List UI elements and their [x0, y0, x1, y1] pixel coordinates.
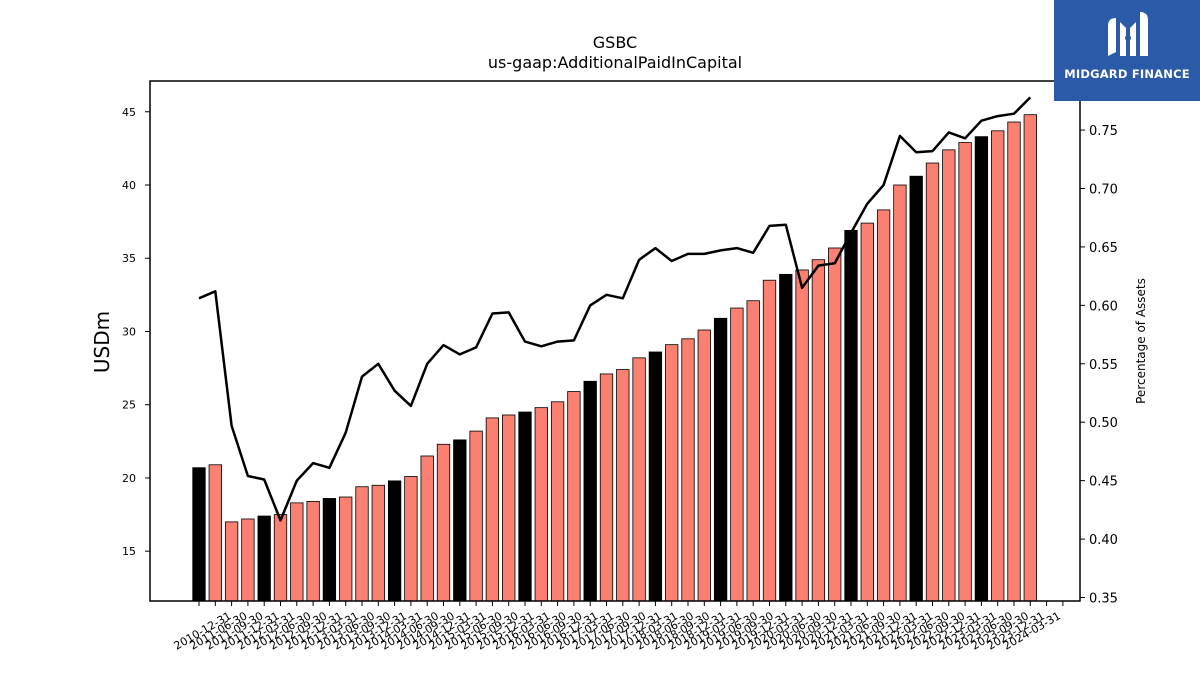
y2-tick-label: 0.60	[1089, 299, 1118, 314]
bar-2015-12-31	[518, 411, 532, 602]
bar-2019-09-30	[762, 279, 777, 602]
bar-2022-09-30	[958, 142, 972, 602]
bar-2021-12-31	[909, 175, 923, 602]
bar-2011-12-31	[257, 515, 271, 602]
right-axis: 0.35 0.40 0.45 0.50 0.55 0.60 0.65 0.70 0.75	[1080, 124, 1118, 606]
logo-text: MIDGARD FINANCE	[1064, 67, 1190, 81]
y2-axis-label: Percentage of Assets	[1134, 278, 1148, 404]
bar-2023-03-31	[991, 130, 1005, 602]
bar-2012-03-31	[273, 514, 288, 602]
bar-2015-06-30	[485, 417, 500, 602]
bar-2017-09-30	[632, 357, 646, 602]
bar-2021-03-31	[860, 222, 874, 602]
plot-frame	[149, 80, 1081, 602]
chart-subtitle: us-gaap:AdditionalPaidInCapital	[488, 53, 742, 72]
bar-2023-09-30	[1023, 114, 1037, 602]
bar-2018-12-31	[713, 317, 728, 602]
bar-2013-06-30	[355, 486, 369, 602]
bar-2011-03-31	[208, 464, 222, 602]
bar-2022-12-31	[974, 136, 989, 602]
bar-2019-03-31	[730, 307, 744, 602]
bar-2019-06-30	[746, 300, 760, 602]
bar-2018-09-30	[697, 329, 711, 602]
bar-2014-03-31	[404, 476, 418, 602]
y-tick-label: 30	[122, 325, 136, 338]
y2-tick-label: 0.75	[1089, 124, 1118, 139]
y-tick-label: 35	[122, 252, 136, 265]
bar-2016-12-31	[583, 380, 597, 602]
logo-mark-icon	[1108, 12, 1148, 56]
bar-2022-03-31	[925, 162, 940, 602]
bar-2020-06-30	[811, 259, 826, 602]
bar-2020-09-30	[828, 247, 842, 602]
midgard-finance-logo: MIDGARD FINANCE	[1054, 0, 1200, 101]
y2-tick-label: 0.45	[1089, 475, 1118, 490]
bar-2012-09-30	[306, 500, 320, 602]
bar-2016-06-30	[550, 401, 565, 602]
bar-2013-03-31	[339, 496, 353, 602]
y2-tick-label: 0.40	[1089, 533, 1118, 548]
y2-tick-label: 0.70	[1089, 183, 1118, 198]
y-tick-label: 20	[122, 472, 136, 485]
y-tick-label: 45	[122, 106, 136, 119]
bar-2014-06-30	[420, 455, 434, 602]
bar-2017-12-31	[648, 351, 663, 602]
bar-2010-12-31	[192, 467, 206, 602]
bar-2020-12-31	[844, 230, 858, 602]
left-axis: 15 20 25 30 35 40 45	[122, 106, 150, 558]
y2-tick-label: 0.50	[1089, 416, 1118, 431]
y-tick-label: 15	[122, 545, 136, 558]
bar-2020-03-31	[795, 269, 809, 602]
line-group	[198, 96, 1032, 522]
bar-2016-09-30	[567, 391, 581, 602]
bar-2021-09-30	[893, 184, 907, 602]
bar-2011-06-30	[224, 521, 239, 602]
bar-2017-03-31	[599, 373, 614, 602]
bars-group	[192, 114, 1037, 602]
y2-tick-label: 0.65	[1089, 241, 1118, 256]
bar-2014-09-30	[436, 443, 451, 602]
x-axis: 2010-12-312011-06-302011-09-302011-12-31…	[172, 601, 1064, 653]
y-tick-label: 40	[122, 179, 136, 192]
bar-2022-06-30	[942, 149, 956, 602]
bar-2013-12-31	[387, 480, 402, 602]
y2-tick-label: 0.35	[1089, 591, 1118, 606]
bar-2011-09-30	[241, 518, 255, 602]
bar-2013-09-30	[371, 484, 385, 602]
bar-2012-12-31	[322, 498, 337, 602]
bar-2021-06-30	[876, 209, 891, 602]
y2-tick-label: 0.55	[1089, 358, 1118, 373]
bar-2019-12-31	[779, 273, 793, 602]
bar-2016-03-31	[534, 407, 548, 602]
bar-2017-06-30	[616, 369, 630, 602]
bar-2012-06-30	[290, 502, 304, 602]
bar-2023-06-30	[1007, 121, 1021, 602]
y-tick-label: 25	[122, 399, 136, 412]
y-axis-label: USDm	[90, 311, 114, 373]
bar-2015-03-31	[469, 430, 483, 602]
bar-2015-09-30	[502, 414, 516, 602]
percentage-of-assets-line	[198, 96, 1032, 522]
chart-title: GSBC	[593, 33, 637, 52]
bar-2018-06-30	[681, 338, 695, 602]
bar-2014-12-31	[453, 439, 467, 602]
bar-2018-03-31	[665, 344, 679, 602]
